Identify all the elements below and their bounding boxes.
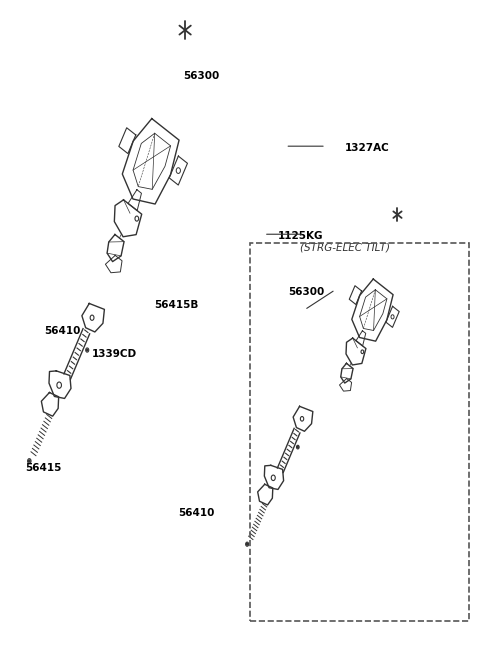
Circle shape (87, 349, 88, 351)
Text: 1327AC: 1327AC (345, 143, 390, 153)
Text: (STRG-ELEC TILT): (STRG-ELEC TILT) (300, 242, 390, 252)
Text: 56415B: 56415B (154, 300, 198, 310)
Text: 56300: 56300 (183, 71, 219, 81)
Text: 56410: 56410 (178, 508, 215, 518)
Text: 56410: 56410 (44, 326, 81, 336)
Circle shape (28, 460, 30, 462)
Text: 56300: 56300 (288, 287, 324, 297)
Circle shape (246, 543, 248, 545)
Circle shape (297, 447, 298, 448)
Text: 1339CD: 1339CD (92, 348, 137, 358)
Text: 56415: 56415 (25, 462, 61, 473)
Text: 1125KG: 1125KG (278, 231, 324, 241)
